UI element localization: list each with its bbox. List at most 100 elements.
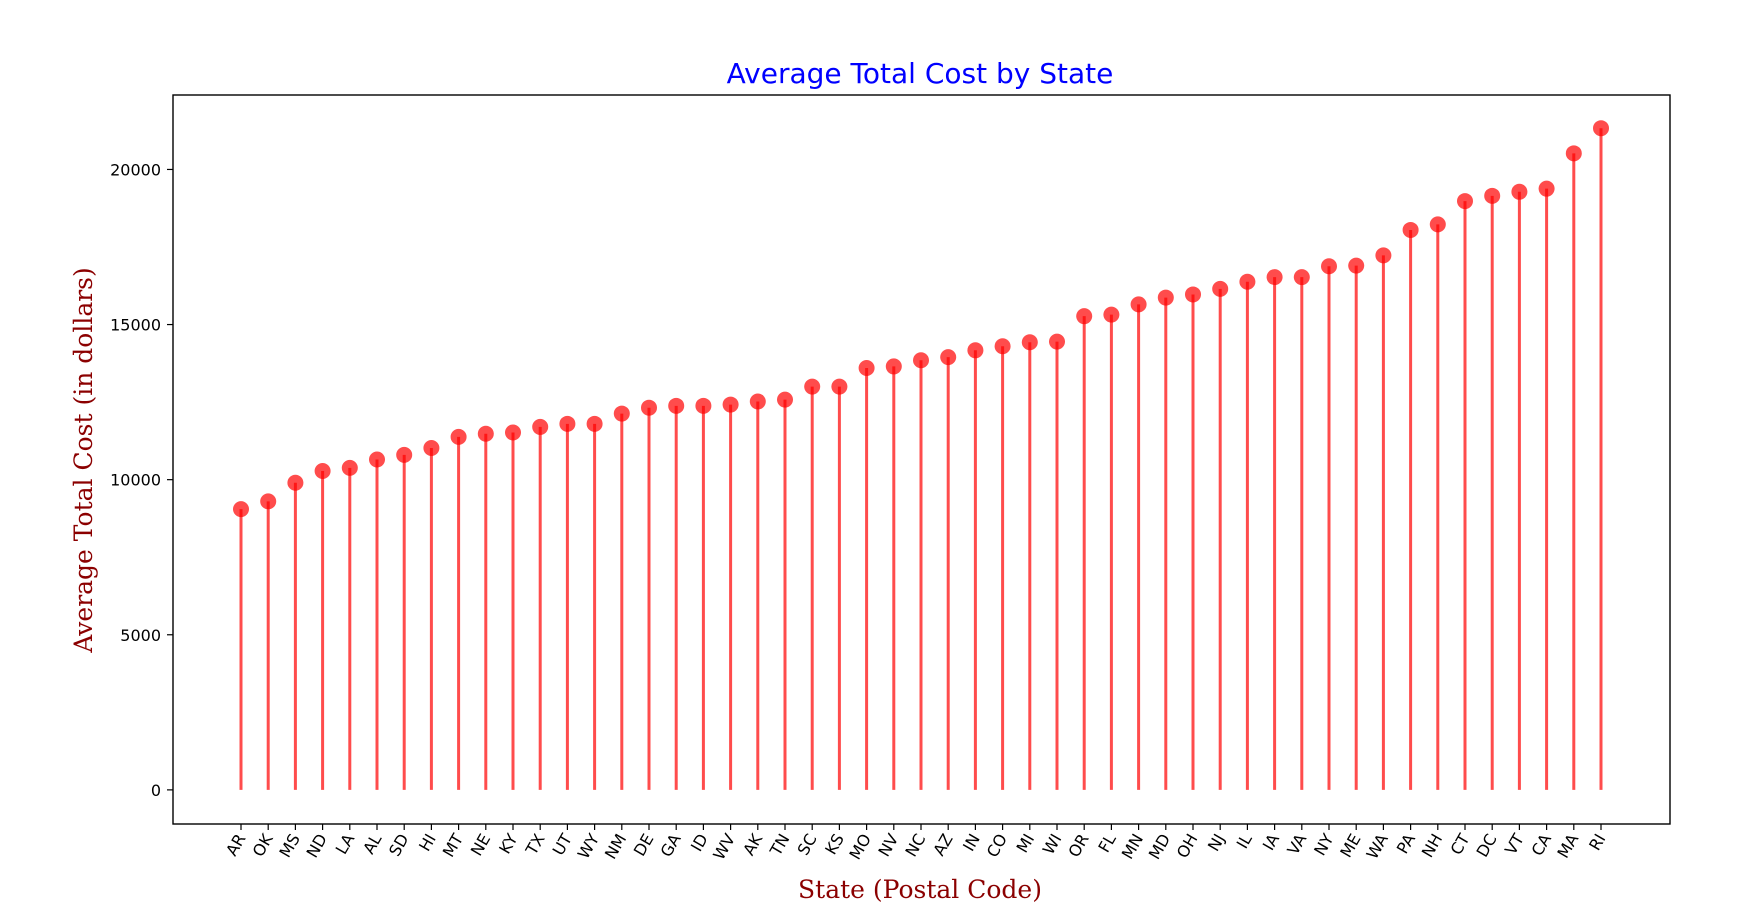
x-tick-label-hi: HI <box>415 831 440 855</box>
x-tick-label-nv: NV <box>874 830 902 859</box>
x-tick-label-sc: SC <box>794 831 821 859</box>
x-tick-label-ky: KY <box>495 830 521 857</box>
marker-me <box>1348 257 1365 274</box>
marker-tx <box>532 418 549 435</box>
x-tick-label-in: IN <box>959 831 984 855</box>
marker-de <box>641 399 657 416</box>
marker-hi <box>423 440 440 457</box>
marker-ms <box>287 474 304 491</box>
x-tick-label-ri: RI <box>1585 831 1609 854</box>
marker-ri <box>1593 120 1609 137</box>
x-tick-label-ms: MS <box>275 831 303 861</box>
x-tick-label-ut: UT <box>549 830 576 858</box>
x-tick-label-ca: CA <box>1528 830 1556 859</box>
x-tick-label-ny: NY <box>1310 830 1337 859</box>
marker-or <box>1076 308 1093 325</box>
x-tick-label-oh: OH <box>1173 831 1202 862</box>
x-tick-label-wi: WI <box>1039 831 1066 858</box>
marker-oh <box>1185 286 1201 303</box>
x-tick-label-tx: TX <box>521 830 548 858</box>
marker-la <box>341 459 358 476</box>
x-tick-label-va: VA <box>1283 830 1310 858</box>
x-tick-label-ks: KS <box>821 831 848 858</box>
marker-sd <box>396 446 413 463</box>
marker-ks <box>831 378 848 395</box>
x-tick-label-il: IL <box>1233 830 1256 851</box>
x-tick-label-az: AZ <box>929 830 956 859</box>
chart-title: Average Total Cost by State <box>727 57 1114 90</box>
x-tick-label-nj: NJ <box>1204 831 1229 855</box>
x-tick-label-ct: CT <box>1447 830 1474 858</box>
y-axis-label: Average Total Cost (in dollars) <box>69 267 98 654</box>
marker-ky <box>505 424 521 441</box>
marker-wy <box>586 415 603 432</box>
marker-ia <box>1266 269 1283 286</box>
y-tick-label: 5000 <box>120 626 161 645</box>
marker-nv <box>885 358 902 375</box>
x-tick-label-mn: MN <box>1118 831 1147 863</box>
x-tick-label-ar: AR <box>222 831 249 860</box>
marker-ne <box>477 425 494 442</box>
x-tick-label-ma: MA <box>1553 830 1582 861</box>
x-tick-label-wa: WA <box>1362 830 1391 862</box>
x-tick-label-sd: SD <box>385 831 413 860</box>
y-tick-label: 0 <box>151 781 161 800</box>
x-tick-label-nc: NC <box>901 831 929 861</box>
y-tick-label: 20000 <box>110 160 161 179</box>
x-axis-label: State (Postal Code) <box>798 875 1042 904</box>
marker-vt <box>1511 183 1528 200</box>
x-tick-label-ia: IA <box>1259 830 1283 853</box>
marker-az <box>940 349 957 366</box>
x-tick-label-la: LA <box>332 830 359 857</box>
x-tick-label-md: MD <box>1145 831 1175 863</box>
marker-il <box>1239 273 1256 290</box>
marker-nh <box>1429 216 1446 233</box>
marker-ga <box>668 397 685 414</box>
x-tick-label-pa: PA <box>1393 830 1419 856</box>
marker-mn <box>1130 296 1147 313</box>
x-tick-label-wv: WV <box>709 830 739 863</box>
marker-wa <box>1375 247 1392 264</box>
marker-nd <box>314 462 331 479</box>
marker-ut <box>559 415 576 432</box>
marker-ct <box>1457 193 1473 210</box>
x-tick-label-ak: AK <box>739 830 766 859</box>
marker-mi <box>1021 334 1038 351</box>
x-tick-label-de: DE <box>630 831 658 860</box>
marker-pa <box>1402 221 1419 238</box>
marker-ca <box>1538 180 1555 197</box>
y-tick-label: 15000 <box>110 316 161 335</box>
x-tick-label-al: AL <box>359 830 385 857</box>
x-tick-label-id: ID <box>687 831 712 855</box>
y-tick-label: 10000 <box>110 471 161 490</box>
x-tick-label-co: CO <box>983 831 1011 861</box>
x-tick-label-or: OR <box>1064 831 1092 861</box>
x-tick-label-dc: DC <box>1472 831 1500 861</box>
y-axis: 0 5000 10000 15000 20000 <box>110 160 173 800</box>
marker-mt <box>450 428 467 445</box>
x-tick-label-ga: GA <box>657 830 685 860</box>
marker-ar <box>233 501 249 518</box>
marker-va <box>1293 269 1310 286</box>
marker-ak <box>749 393 766 410</box>
x-tick-label-ne: NE <box>467 831 494 860</box>
marker-co <box>994 338 1011 355</box>
marker-nc <box>913 352 929 369</box>
x-tick-label-tn: TN <box>766 831 794 860</box>
x-tick-label-mt: MT <box>439 830 467 860</box>
marker-ok <box>260 493 277 510</box>
marker-nm <box>613 405 630 422</box>
marker-in <box>967 342 984 359</box>
x-tick-label-nm: NM <box>601 831 630 863</box>
marker-ny <box>1321 258 1337 275</box>
marker-dc <box>1484 187 1501 204</box>
x-tick-label-nh: NH <box>1418 831 1446 861</box>
marker-fl <box>1103 306 1120 323</box>
marker-nj <box>1212 280 1229 297</box>
chart-marks <box>233 120 1609 790</box>
marker-wi <box>1049 333 1065 350</box>
x-tick-label-mo: MO <box>845 831 875 863</box>
